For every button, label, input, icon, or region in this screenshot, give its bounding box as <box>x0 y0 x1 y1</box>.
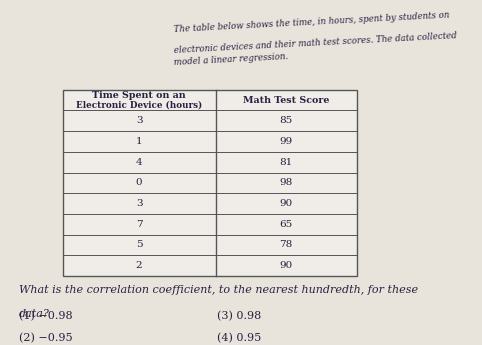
Text: 90: 90 <box>280 261 293 270</box>
Text: 0: 0 <box>136 178 142 187</box>
Text: 81: 81 <box>280 158 293 167</box>
Text: (1) −0.98: (1) −0.98 <box>19 310 73 321</box>
Text: 99: 99 <box>280 137 293 146</box>
Text: What is the correlation coefficient, to the nearest hundredth, for these: What is the correlation coefficient, to … <box>19 285 418 295</box>
Text: 90: 90 <box>280 199 293 208</box>
Text: 1: 1 <box>136 137 142 146</box>
Text: Time Spent on an: Time Spent on an <box>92 91 186 100</box>
Text: 4: 4 <box>136 158 142 167</box>
Text: (4) 0.95: (4) 0.95 <box>217 333 261 343</box>
Text: model a linear regression.: model a linear regression. <box>174 52 288 67</box>
Text: Math Test Score: Math Test Score <box>243 96 329 105</box>
Text: 78: 78 <box>280 240 293 249</box>
Text: 5: 5 <box>136 240 142 249</box>
Text: (3) 0.98: (3) 0.98 <box>217 310 261 321</box>
Text: electronic devices and their math test scores. The data collected: electronic devices and their math test s… <box>174 31 457 55</box>
Text: 2: 2 <box>136 261 142 270</box>
Text: Electronic Device (hours): Electronic Device (hours) <box>76 100 202 109</box>
Text: 65: 65 <box>280 220 293 229</box>
Text: (2) −0.95: (2) −0.95 <box>19 333 73 343</box>
Text: The table below shows the time, in hours, spent by students on: The table below shows the time, in hours… <box>174 10 450 34</box>
Bar <box>63 90 357 276</box>
Text: 98: 98 <box>280 178 293 187</box>
Text: 3: 3 <box>136 116 142 125</box>
Text: 7: 7 <box>136 220 142 229</box>
Text: 85: 85 <box>280 116 293 125</box>
Text: data?: data? <box>19 309 50 319</box>
Text: 3: 3 <box>136 199 142 208</box>
